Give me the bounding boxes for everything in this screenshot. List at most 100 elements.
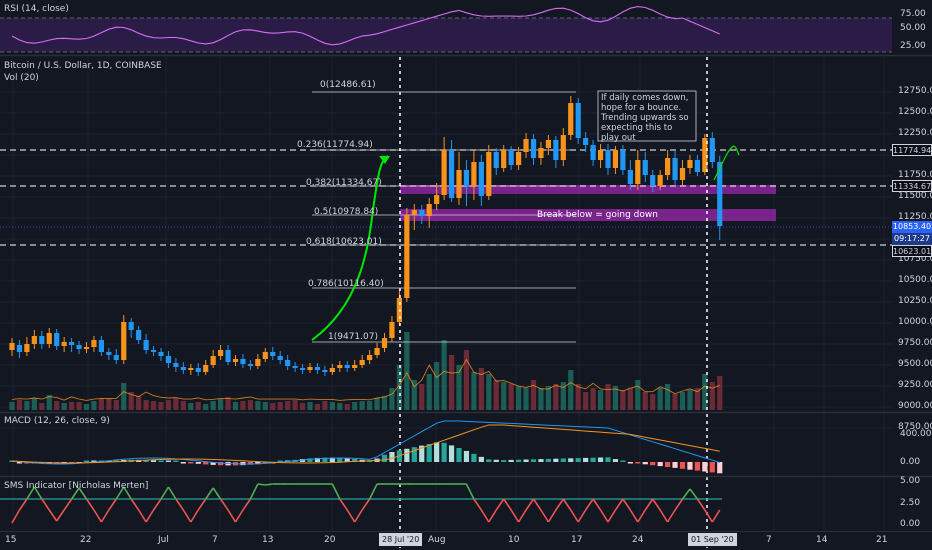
volume-bar — [188, 403, 194, 410]
sms-segment — [265, 483, 273, 486]
candle-body — [367, 355, 373, 360]
macd-bar — [337, 457, 343, 462]
macd-bar — [299, 459, 306, 462]
sms-segment — [584, 498, 594, 511]
macd-bar — [113, 460, 119, 462]
volume-bar — [150, 401, 157, 410]
candle-body — [493, 152, 499, 168]
rsi-label: RSI (14, close) — [4, 4, 69, 14]
volume-bar — [31, 398, 37, 410]
macd-bar — [404, 448, 410, 462]
sms-segment — [622, 498, 632, 511]
volume-bar — [687, 390, 693, 410]
volume-bar — [314, 404, 321, 410]
volume-bar — [545, 386, 551, 410]
volume-bar — [210, 401, 216, 410]
price-tick: 12500.00 — [898, 107, 932, 117]
candle-body — [173, 363, 179, 367]
volume-bar — [717, 376, 723, 410]
macd-bar — [210, 462, 216, 465]
volume-bar — [232, 402, 239, 410]
volume-bar — [128, 392, 134, 410]
sms-segment — [503, 498, 512, 511]
time-tick: 24 — [632, 535, 644, 545]
volume-bar — [121, 383, 127, 410]
price-tick: 10000.00 — [898, 317, 932, 327]
macd-bar — [165, 460, 172, 462]
volume-bar — [91, 401, 97, 410]
sms-segment — [167, 486, 177, 500]
macd-bar — [635, 462, 641, 464]
macd-bar — [344, 458, 350, 462]
fib-label-0: 0(12486.61) — [320, 80, 376, 90]
sms-segment — [547, 509, 557, 523]
macd-bar — [367, 460, 373, 462]
volume-bar — [672, 394, 678, 410]
candle-body — [426, 204, 432, 216]
sms-segment — [93, 509, 103, 523]
arrow-head-icon — [379, 156, 390, 164]
volume-bar — [98, 399, 104, 410]
volume-bar — [486, 374, 492, 410]
candle-body — [128, 322, 134, 330]
macd-bar — [307, 458, 313, 462]
candle-body — [307, 367, 313, 370]
candle-body — [322, 370, 328, 372]
sms-segment — [339, 498, 348, 511]
sms-segment — [599, 509, 609, 523]
candle-body — [605, 150, 611, 168]
candle-body — [642, 160, 648, 175]
volume-bar — [307, 402, 313, 410]
candle-body — [76, 345, 82, 349]
candle-body — [314, 367, 321, 370]
sms-segment — [495, 498, 505, 511]
volume-bar — [530, 380, 537, 410]
candle-body — [434, 195, 440, 204]
macd-bar — [419, 445, 425, 462]
candle-body — [91, 340, 97, 347]
macd-bar — [322, 457, 328, 462]
candle-body — [203, 365, 209, 372]
sms-segment — [666, 509, 676, 523]
candle-body — [545, 140, 551, 148]
macd-tick-0: 0.00 — [900, 457, 921, 467]
sms-segment — [100, 509, 110, 523]
volume-bar — [583, 392, 589, 410]
volume-bar — [679, 392, 686, 410]
fib-label-618: 0.618(10623.01) — [306, 237, 382, 247]
volume-bar — [337, 403, 343, 410]
macd-bar — [218, 462, 224, 466]
candle-body — [404, 215, 410, 298]
sms-tick-0: 0.00 — [900, 519, 921, 529]
volume-bar — [143, 400, 149, 410]
sms-segment — [637, 509, 646, 523]
macd-bar — [486, 459, 492, 462]
sms-segment — [212, 487, 222, 500]
candle-body — [538, 148, 544, 158]
macd-bar — [560, 458, 566, 462]
macd-bar — [665, 462, 671, 467]
sms-segment — [137, 509, 147, 523]
candle-body — [523, 139, 529, 152]
macd-tick-400: 400.00 — [900, 429, 932, 439]
sms-segment — [145, 509, 155, 523]
sms-segment — [517, 509, 527, 523]
volume-bar — [180, 401, 186, 410]
volume-bar — [218, 399, 224, 410]
sms-segment — [205, 487, 214, 500]
volume-bar — [352, 402, 358, 410]
sms-segment — [242, 498, 252, 511]
candle-body — [620, 150, 626, 170]
signal-line — [11, 424, 720, 464]
sms-segment — [614, 498, 624, 511]
symbol-title[interactable]: Bitcoin / U.S. Dollar, 1D, COINBASE — [4, 61, 162, 71]
volume-bar — [9, 402, 15, 410]
candle-body — [232, 359, 239, 362]
macd-bar — [381, 454, 388, 462]
macd-bar — [687, 462, 693, 470]
volume-bar — [590, 388, 596, 410]
volume-bar — [247, 400, 253, 410]
fib-label-382: 0.382(11334.67) — [306, 178, 382, 188]
macd-bar — [314, 457, 321, 462]
